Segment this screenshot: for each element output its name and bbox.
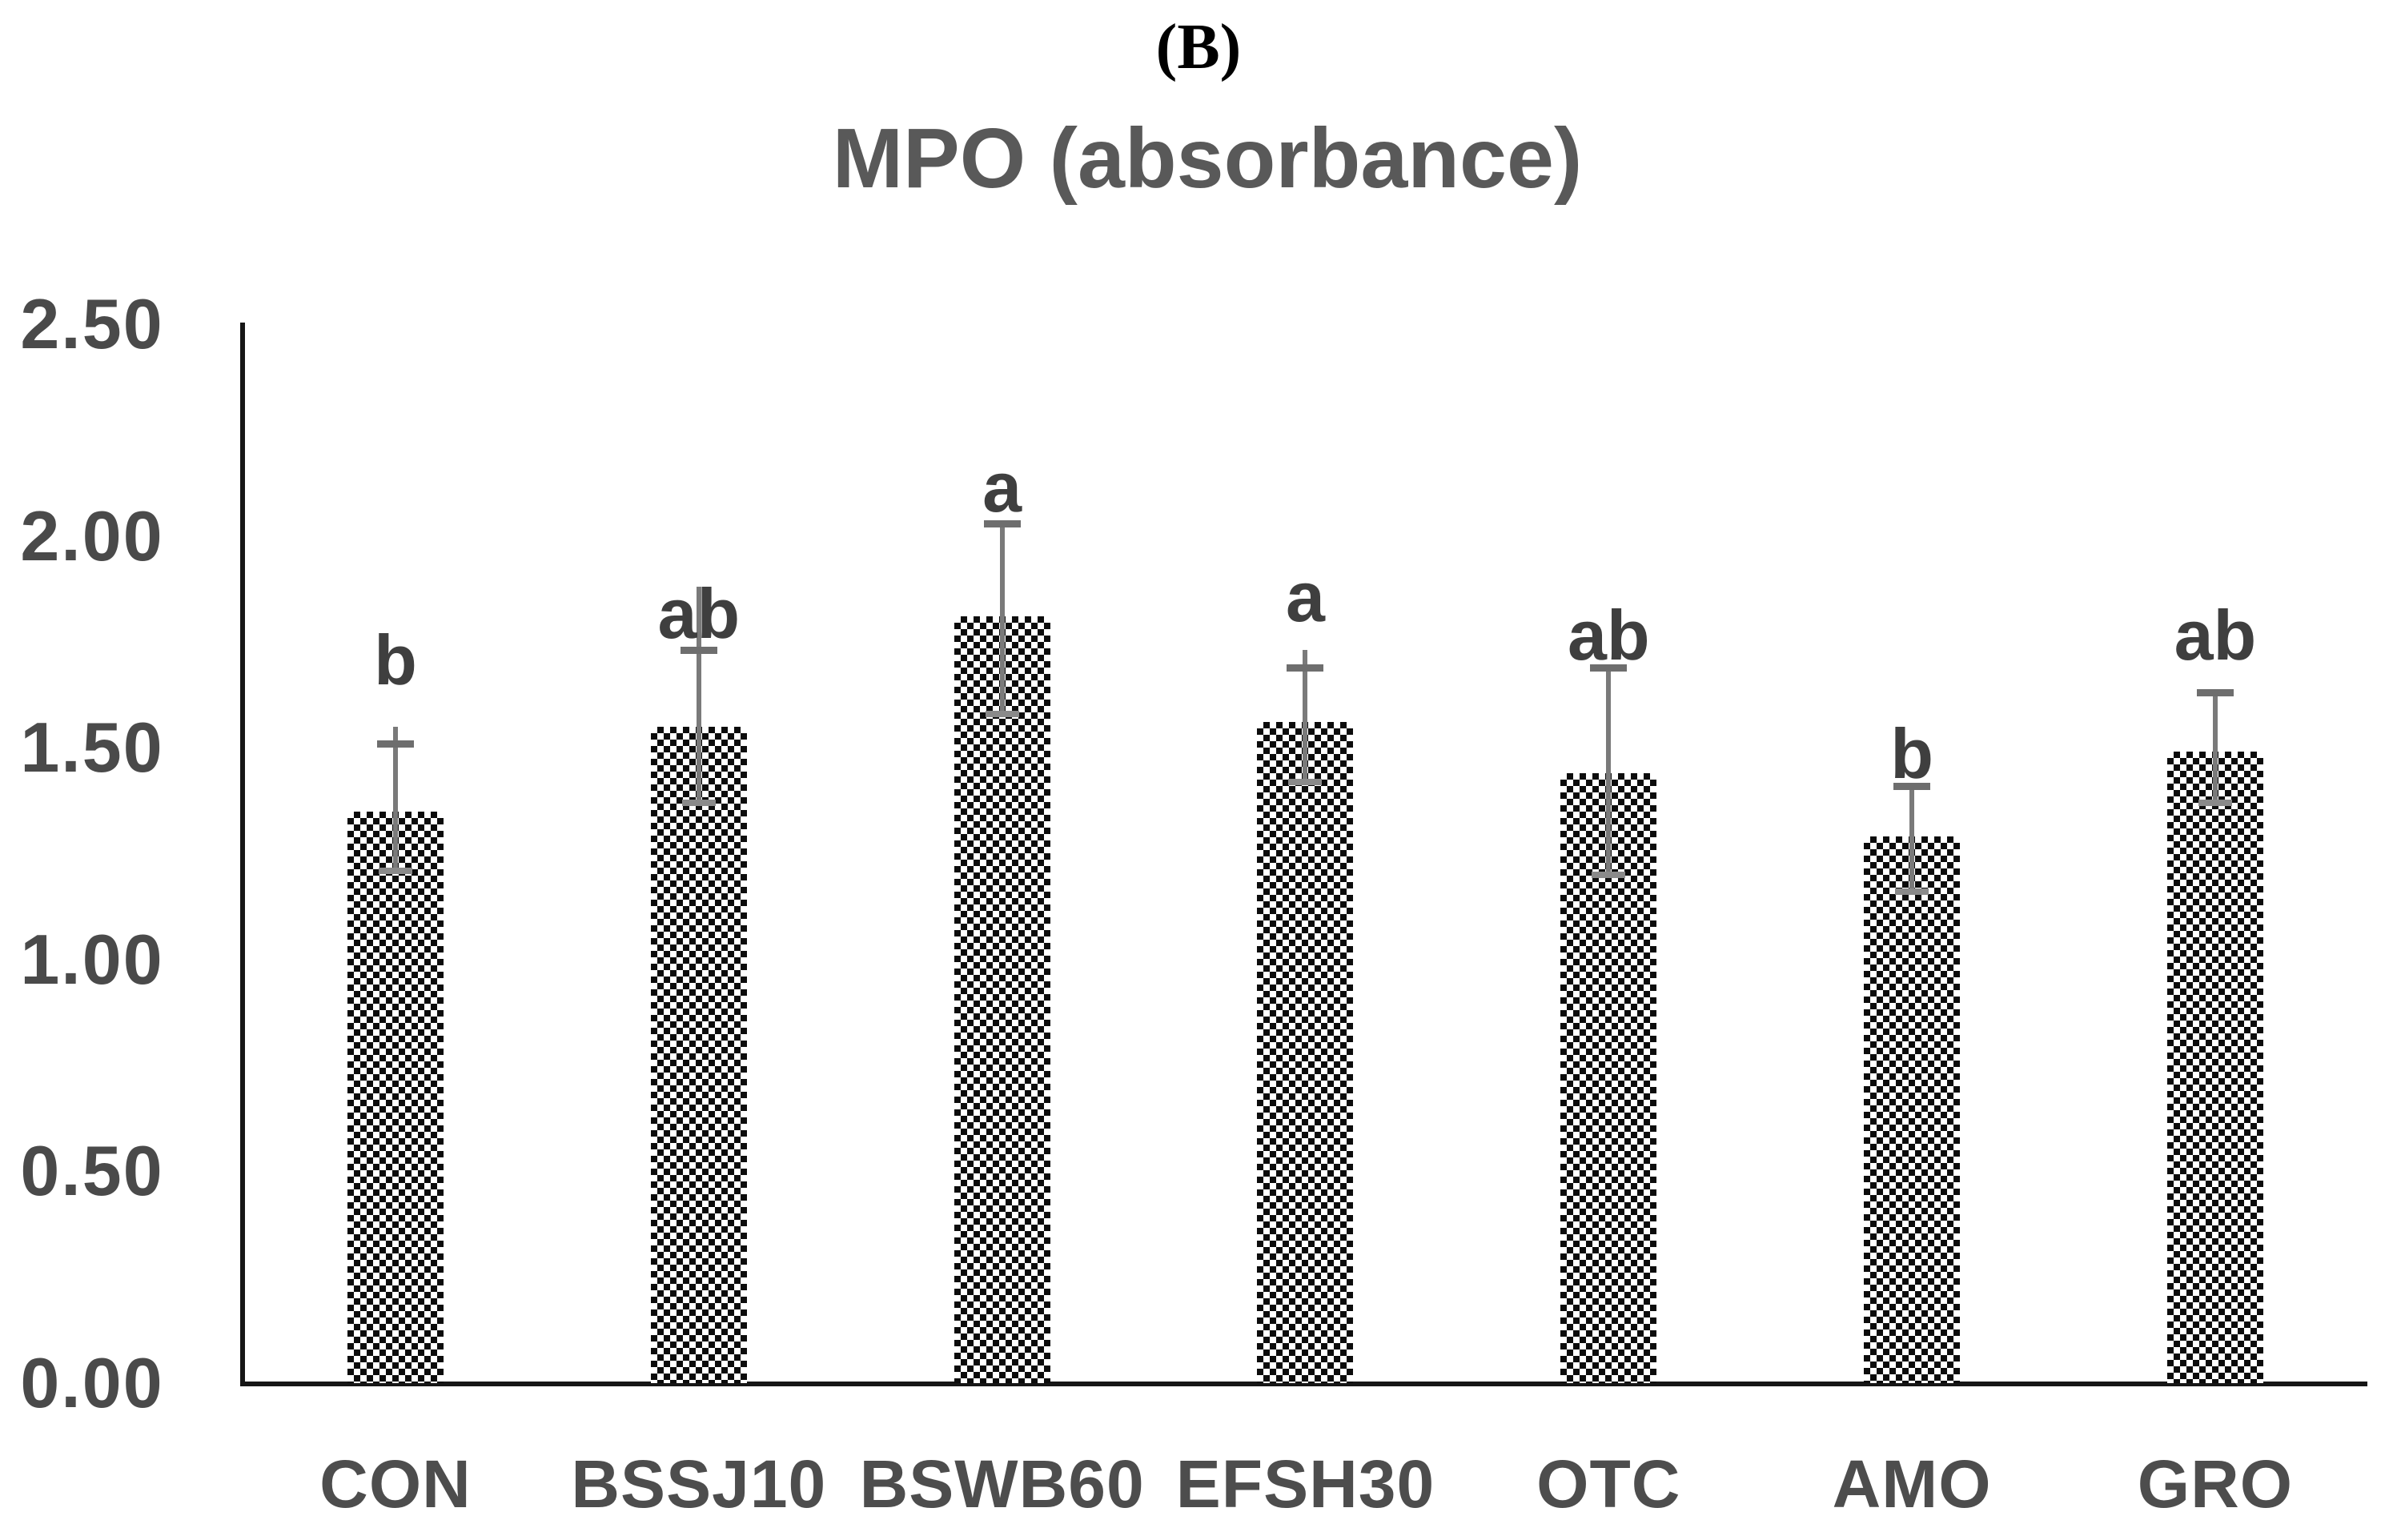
error-bar-upper-cap-otc — [1590, 664, 1628, 672]
significance-letter-otc: ab — [1567, 595, 1650, 675]
error-bar-upper-cap-con — [377, 740, 414, 748]
error-bar-line-efsh30 — [1303, 650, 1308, 782]
x-category-label-amo: AMO — [1832, 1446, 1992, 1522]
error-bar-upper-cap-gro — [2196, 689, 2234, 697]
y-tick-label: 1.50 — [20, 708, 164, 788]
chart-title: MPO (absorbance) — [832, 111, 1583, 206]
significance-letter-bssj10: ab — [657, 574, 741, 654]
error-bar-lower-cap-amo — [1895, 888, 1929, 896]
bar-gro — [2166, 752, 2263, 1383]
significance-letter-bswb60: a — [982, 447, 1022, 527]
significance-letter-efsh30: a — [1286, 557, 1325, 637]
x-category-label-bssj10: BSSJ10 — [571, 1446, 827, 1522]
error-bar-upper-cap-efsh30 — [1287, 664, 1324, 672]
error-bar-lower-cap-gro — [2198, 799, 2232, 806]
significance-letter-gro: ab — [2174, 595, 2257, 675]
bar-bssj10 — [650, 726, 747, 1383]
y-tick-label: 0.50 — [20, 1131, 164, 1211]
x-category-label-bswb60: BSWB60 — [859, 1446, 1145, 1522]
error-bar-upper-cap-amo — [1893, 782, 1931, 790]
error-bar-line-bswb60 — [999, 523, 1005, 714]
x-category-label-gro: GRO — [2137, 1446, 2294, 1522]
x-category-label-con: CON — [319, 1446, 472, 1522]
error-bar-line-bssj10 — [696, 587, 701, 803]
error-bar-line-amo — [1909, 785, 1915, 892]
y-tick-label: 2.50 — [20, 284, 164, 363]
error-bar-upper-cap-bssj10 — [680, 647, 717, 655]
error-bar-lower-cap-otc — [1592, 871, 1626, 878]
error-bar-line-otc — [1606, 667, 1612, 875]
figure-panel-label: (B) — [1155, 12, 1242, 82]
error-bar-lower-cap-efsh30 — [1288, 778, 1323, 785]
y-axis-line — [240, 323, 245, 1386]
x-category-label-efsh30: EFSH30 — [1175, 1446, 1435, 1522]
x-axis-line — [240, 1382, 2367, 1386]
x-category-label-otc: OTC — [1536, 1446, 1681, 1522]
bar-amo — [1864, 836, 1961, 1383]
bar-con — [347, 811, 444, 1383]
error-bar-line-con — [393, 726, 398, 871]
error-bar-lower-cap-bswb60 — [985, 710, 1019, 717]
bar-bswb60 — [954, 616, 1050, 1383]
error-bar-lower-cap-bssj10 — [681, 799, 716, 806]
bar-efsh30 — [1257, 722, 1354, 1383]
y-tick-label: 0.00 — [20, 1343, 164, 1422]
y-tick-label: 2.00 — [20, 495, 164, 575]
y-tick-label: 1.00 — [20, 919, 164, 999]
significance-letter-amo: b — [1890, 713, 1934, 793]
error-bar-upper-cap-bswb60 — [983, 519, 1021, 527]
error-bar-lower-cap-con — [379, 867, 412, 874]
significance-letter-con: b — [374, 620, 417, 700]
error-bar-line-gro — [2212, 692, 2218, 803]
